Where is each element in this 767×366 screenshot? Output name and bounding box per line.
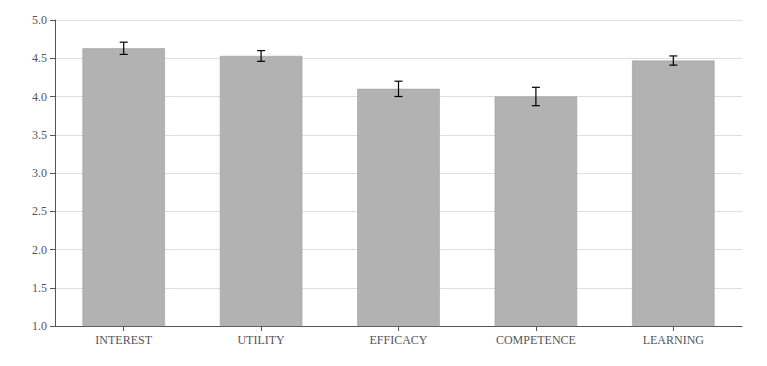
- svg-text:1.5: 1.5: [32, 281, 47, 295]
- svg-text:UTILITY: UTILITY: [237, 333, 285, 347]
- svg-text:4.5: 4.5: [32, 51, 47, 65]
- svg-text:2.0: 2.0: [32, 243, 47, 257]
- svg-text:INTEREST: INTEREST: [95, 333, 152, 347]
- svg-text:2.5: 2.5: [32, 204, 47, 218]
- svg-text:4.0: 4.0: [32, 90, 47, 104]
- svg-text:COMPETENCE: COMPETENCE: [496, 333, 576, 347]
- svg-text:5.0: 5.0: [32, 13, 47, 27]
- svg-text:LEARNING: LEARNING: [643, 333, 705, 347]
- svg-text:EFFICACY: EFFICACY: [369, 333, 427, 347]
- svg-text:3.0: 3.0: [32, 166, 47, 180]
- svg-text:3.5: 3.5: [32, 128, 47, 142]
- svg-text:1.0: 1.0: [32, 319, 47, 333]
